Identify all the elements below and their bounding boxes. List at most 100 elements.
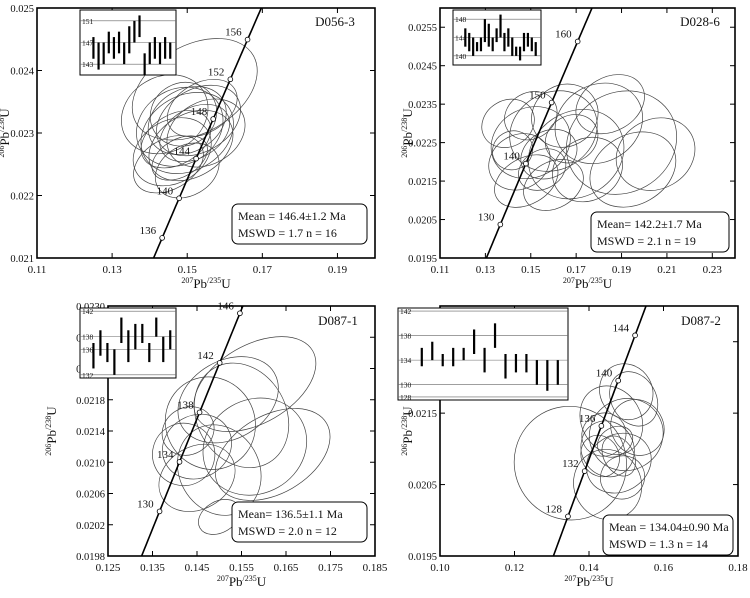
y-tick-label: 0.0218 <box>76 396 105 407</box>
x-tick-label: 0.165 <box>274 562 299 574</box>
chart-panel-D056-3: 136 140 144 148 152 156 0.11 0.13 0.15 0.17 0.19 0.… <box>0 4 376 291</box>
y-tick-label: 0.0255 <box>408 23 437 34</box>
error-ellipse <box>140 110 212 169</box>
age-marker <box>176 195 182 202</box>
inset-tick-label: 148 <box>455 15 467 24</box>
x-tick-label: 0.21 <box>657 264 676 276</box>
y-tick-label: 0.0210 <box>76 458 105 469</box>
x-axis-label: 207Pb/235U <box>217 574 267 589</box>
error-ellipse <box>609 371 659 427</box>
mswd-text: MSWD = 2.0 n = 12 <box>238 524 337 538</box>
error-ellipse <box>513 405 627 521</box>
error-ellipse <box>599 363 654 421</box>
age-label: 140 <box>157 185 174 197</box>
error-ellipse <box>214 408 331 501</box>
plot-area <box>481 8 696 258</box>
y-tick-label: 0.0235 <box>408 100 437 111</box>
age-label: 144 <box>174 146 191 158</box>
age-marker <box>216 360 223 366</box>
concordia-curve <box>140 306 244 556</box>
x-tick-label: 0.155 <box>229 562 254 574</box>
age-label: 152 <box>208 66 225 78</box>
inset-tick-label: 143 <box>82 60 94 69</box>
inset-tick-label: 132 <box>82 371 94 380</box>
age-label: 138 <box>177 399 194 411</box>
inset-tick-label: 142 <box>82 307 94 316</box>
age-marker <box>244 36 251 43</box>
age-marker <box>237 310 243 317</box>
age-marker <box>497 221 504 228</box>
age-label: 132 <box>562 458 579 470</box>
concordia-curve <box>485 8 593 258</box>
error-ellipse <box>509 90 598 172</box>
sample-title: D056-3 <box>315 14 355 29</box>
mswd-text: MSWD = 2.1 n = 19 <box>597 234 696 248</box>
age-marker <box>210 116 216 122</box>
x-tick-label: 0.13 <box>476 264 496 276</box>
mean-age-text: Mean= 142.2±1.7 Ma <box>597 217 702 231</box>
weighted-mean-inset <box>397 307 569 401</box>
error-ellipse <box>149 81 217 147</box>
age-label: 140 <box>596 368 613 380</box>
y-axis-label: 206Pb/238U <box>400 406 415 456</box>
error-ellipse <box>152 422 216 487</box>
plot-frame <box>439 7 736 259</box>
error-ellipse <box>161 406 215 456</box>
y-tick-label: 0.022 <box>10 192 34 203</box>
error-ellipse <box>610 399 665 456</box>
age-marker <box>193 155 199 162</box>
y-tick-label: 0.0215 <box>408 177 437 188</box>
error-ellipse <box>164 376 256 470</box>
y-tick-label: 0.0225 <box>408 139 437 150</box>
error-ellipse <box>552 136 623 203</box>
stats-box <box>231 501 368 543</box>
plot-area <box>513 306 665 556</box>
error-ellipse <box>575 74 645 135</box>
x-tick-label: 0.135 <box>140 562 165 574</box>
plot-area <box>140 306 331 556</box>
error-ellipse <box>490 106 571 179</box>
age-label: 134 <box>157 449 174 461</box>
x-tick-label: 0.16 <box>654 562 674 574</box>
y-tick-label: 0.0195 <box>408 254 437 265</box>
inset-tick-label: 144 <box>455 34 467 43</box>
error-ellipse <box>531 83 599 148</box>
y-tick-label: 0.0245 <box>408 62 437 73</box>
inset-tick-label: 142 <box>400 307 412 316</box>
inset-tick-label: 138 <box>82 333 94 342</box>
y-axis-label: 206Pb/238U <box>400 108 415 158</box>
age-marker <box>598 423 605 429</box>
error-ellipse <box>156 84 241 157</box>
error-ellipse <box>545 114 599 164</box>
y-tick-label: 0.0214 <box>76 427 106 438</box>
error-ellipse <box>589 398 664 472</box>
age-label: 150 <box>529 90 546 102</box>
age-marker <box>581 468 588 474</box>
x-axis-label: 207Pb/235U <box>181 276 231 291</box>
age-marker <box>156 508 163 515</box>
error-ellipse <box>494 154 559 208</box>
error-ellipse <box>566 90 678 195</box>
error-ellipse <box>523 159 584 211</box>
error-ellipse <box>492 130 534 171</box>
y-tick-label: 0.025 <box>10 4 34 15</box>
plot-area <box>121 8 263 258</box>
x-tick-label: 0.125 <box>96 562 121 574</box>
mean-age-text: Mean = 134.04±0.90 Ma <box>609 520 729 534</box>
error-ellipse <box>615 117 696 191</box>
error-ellipse <box>121 74 209 155</box>
age-label: 142 <box>197 350 214 362</box>
error-ellipse <box>177 356 279 444</box>
age-marker <box>196 409 203 416</box>
x-tick-label: 0.185 <box>363 562 388 574</box>
stats-box <box>602 514 734 556</box>
y-tick-label: 0.0205 <box>408 481 437 492</box>
mswd-text: MSWD = 1.7 n = 16 <box>238 226 337 240</box>
y-axis-label: 206Pb/238U <box>44 406 59 456</box>
error-ellipse <box>580 434 620 478</box>
x-tick-label: 0.17 <box>567 264 587 276</box>
inset-tick-label: 134 <box>400 356 412 365</box>
mean-age-text: Mean= 136.5±1.1 Ma <box>238 507 343 521</box>
x-tick-label: 0.12 <box>505 562 524 574</box>
